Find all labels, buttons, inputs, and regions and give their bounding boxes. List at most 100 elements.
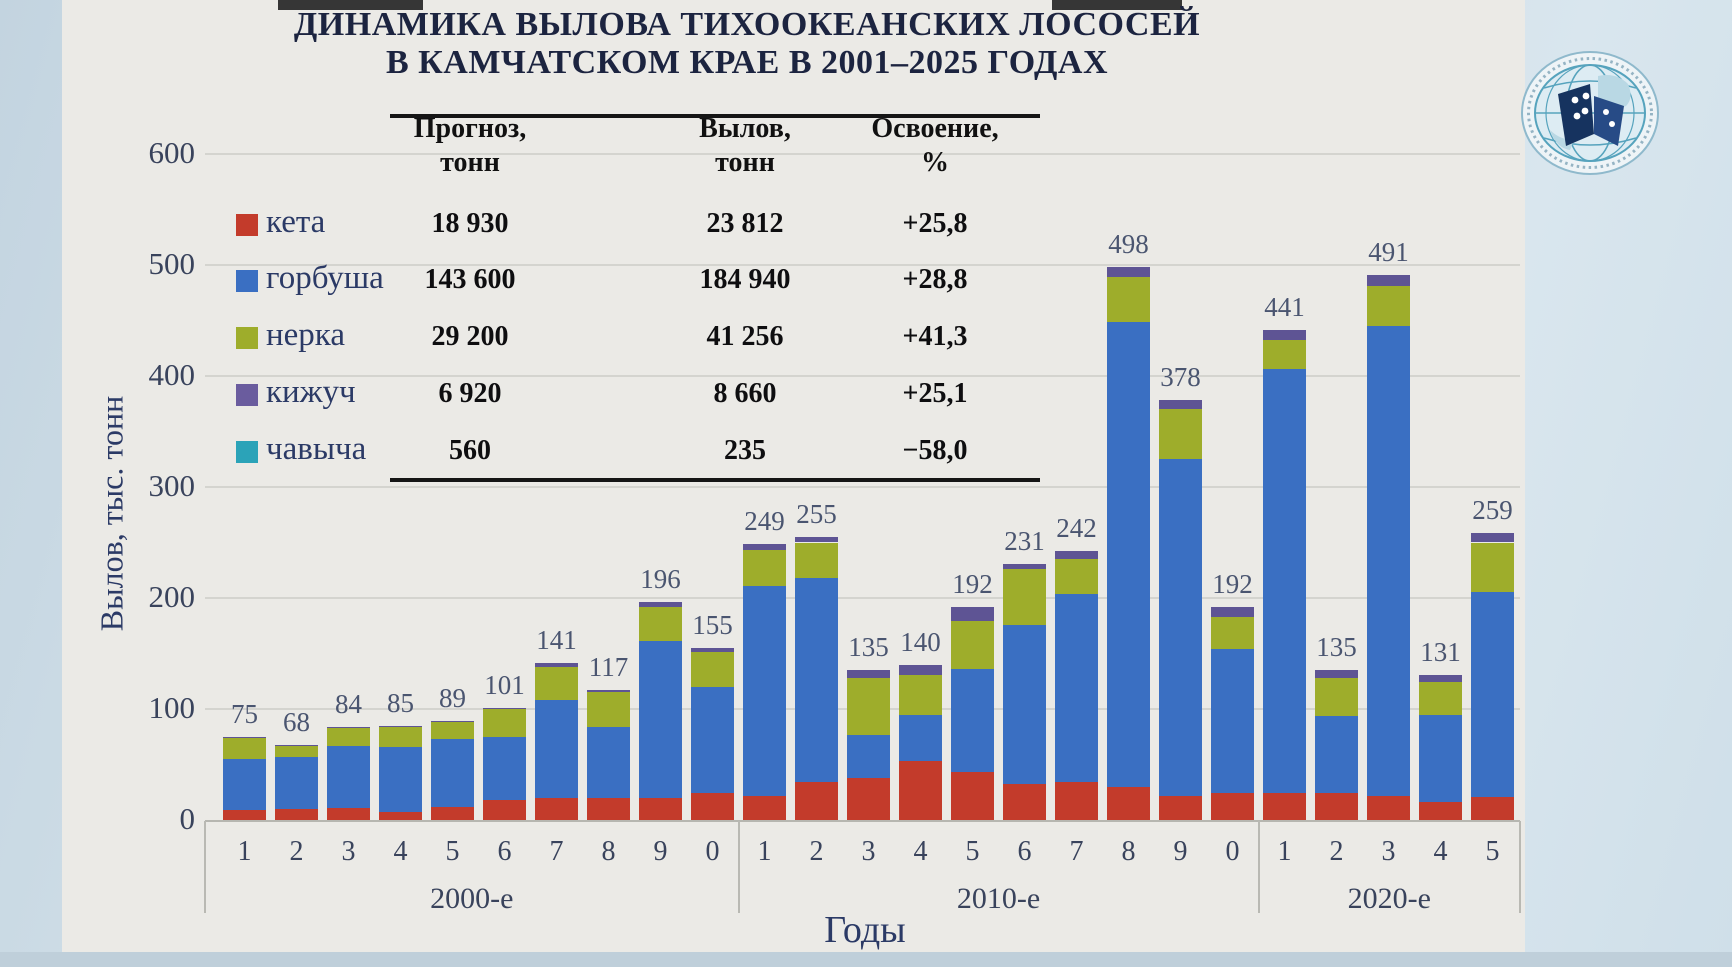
bar-18-total-label: 498	[1108, 229, 1149, 260]
legend-col-header-0: Прогноз, тонн	[413, 113, 527, 178]
bar-9-segment-кета	[639, 797, 682, 820]
bar-4-segment-кета	[379, 812, 422, 820]
bar-23-total-label: 491	[1368, 236, 1409, 267]
bar-14-segment-кижуч	[899, 664, 942, 675]
x-tick-label-5: 5	[445, 836, 460, 867]
bar-5-segment-кижуч	[431, 721, 474, 723]
bar-21-total-label: 441	[1264, 292, 1305, 323]
legend-кета-value-2: +25,8	[902, 208, 968, 239]
bar-14-segment-кета	[899, 761, 942, 820]
x-tick-label-7: 7	[549, 836, 564, 867]
y-tick-label-600: 600	[148, 135, 196, 170]
x-tick-label-18: 8	[1121, 836, 1136, 867]
bar-21-segment-кижуч	[1263, 330, 1306, 341]
bar-21-segment-горбуша	[1263, 369, 1306, 794]
bar-20-segment-горбуша	[1211, 649, 1254, 794]
legend-нерка-value-2: +41,3	[902, 321, 968, 352]
bar-21-segment-кета	[1263, 793, 1306, 820]
y-tick-label-0: 0	[179, 801, 196, 836]
bar-2-segment-кижуч	[275, 744, 318, 746]
bar-13-total-label: 135	[848, 632, 889, 663]
bar-15-segment-кижуч	[951, 606, 994, 622]
x-tick-label-3: 3	[341, 836, 356, 867]
bar-3-segment-кета	[327, 807, 370, 820]
decade-separator-2	[1257, 821, 1260, 913]
bar-17-segment-нерка	[1055, 559, 1098, 594]
bar-25-segment-нерка	[1471, 542, 1514, 593]
bar-22-segment-кижуч	[1315, 670, 1358, 678]
bar-1-segment-кета	[223, 810, 266, 820]
decade-separator-1	[737, 821, 740, 913]
x-tick-label-4: 4	[393, 836, 408, 867]
y-tick-label-200: 200	[148, 579, 196, 614]
bar-22-segment-кета	[1315, 793, 1358, 820]
legend-col-header-2: Освоение,%	[871, 113, 999, 178]
bar-6-total-label: 101	[484, 669, 525, 700]
legend-label-нерка: нерка	[266, 317, 345, 353]
bar-23-segment-нерка	[1367, 286, 1410, 327]
y-tick-label-400: 400	[148, 357, 196, 392]
legend-label-горбуша: горбуша	[266, 260, 384, 296]
institute-logo	[1521, 51, 1659, 175]
legend-кижуч-value-0: 6 920	[438, 378, 502, 409]
legend-label-чавыча: чавыча	[266, 431, 367, 467]
bar-12-segment-горбуша	[795, 578, 838, 783]
bar-13-segment-кижуч	[847, 670, 890, 678]
bar-11-segment-горбуша	[743, 585, 786, 796]
bar-24-segment-кета	[1419, 802, 1462, 820]
legend-swatch-кижуч	[236, 384, 258, 406]
legend-горбуша-value-0: 143 600	[424, 264, 516, 295]
bar-5-total-label: 89	[439, 683, 466, 714]
bar-17-total-label: 242	[1056, 513, 1097, 544]
legend-swatch-чавыча	[236, 441, 258, 463]
bar-20-segment-нерка	[1211, 616, 1254, 650]
bar-6-segment-горбуша	[483, 736, 526, 801]
chart-title-line1: ДИНАМИКА ВЫЛОВА ТИХООКЕАНСКИХ ЛОСОСЕЙ	[293, 6, 1201, 43]
x-tick-label-11: 1	[757, 836, 772, 867]
gridline-400	[205, 375, 1520, 377]
x-tick-label-23: 3	[1381, 836, 1396, 867]
bar-25-segment-кижуч	[1471, 532, 1514, 543]
bar-8-segment-нерка	[587, 692, 630, 727]
bar-4-segment-кижуч	[379, 725, 422, 727]
bar-9-segment-нерка	[639, 606, 682, 642]
bar-16-segment-нерка	[1003, 569, 1046, 625]
x-tick-label-22: 2	[1329, 836, 1344, 867]
bar-7-segment-кета	[535, 797, 578, 820]
bar-12-segment-кета	[795, 782, 838, 820]
bar-17-segment-кижуч	[1055, 551, 1098, 560]
bar-11-segment-кета	[743, 795, 786, 820]
decade-separator-0	[204, 821, 206, 913]
bar-20-segment-кета	[1211, 793, 1254, 820]
y-axis-title: Вылов, тыс. тонн	[93, 395, 130, 632]
video-artifact-left	[278, 0, 423, 10]
chart-title-line2: В КАМЧАТСКОМ КРАЕ В 2001–2025 ГОДАХ	[385, 44, 1109, 81]
x-tick-label-17: 7	[1069, 836, 1084, 867]
x-tick-label-16: 6	[1017, 836, 1032, 867]
legend-table-top-rule	[390, 114, 1040, 118]
x-axis-title: Годы	[824, 909, 906, 951]
bar-23-segment-кижуч	[1367, 274, 1410, 287]
bar-1-total-label: 75	[231, 698, 258, 729]
x-tick-label-10: 0	[705, 836, 720, 867]
bar-3-segment-горбуша	[327, 745, 370, 808]
bar-2-segment-кета	[275, 808, 318, 820]
decade-label-2020-е: 2020-е	[1347, 882, 1431, 915]
x-tick-label-19: 9	[1173, 836, 1188, 867]
bar-11-total-label: 249	[744, 505, 785, 536]
legend-swatch-горбуша	[236, 270, 258, 292]
bar-21-segment-нерка	[1263, 340, 1306, 370]
bar-9-total-label: 196	[640, 564, 681, 595]
bar-24-segment-горбуша	[1419, 714, 1462, 803]
bar-11-segment-нерка	[743, 550, 786, 586]
bar-2-segment-нерка	[275, 745, 318, 757]
x-tick-label-1: 1	[237, 836, 252, 867]
bar-13-segment-нерка	[847, 677, 890, 735]
bar-23-segment-кета	[1367, 795, 1410, 820]
x-tick-label-20: 0	[1225, 836, 1240, 867]
bar-8-segment-горбуша	[587, 726, 630, 798]
bar-18-segment-нерка	[1107, 277, 1150, 322]
bar-7-segment-горбуша	[535, 700, 578, 798]
bar-8-segment-кижуч	[587, 690, 630, 693]
